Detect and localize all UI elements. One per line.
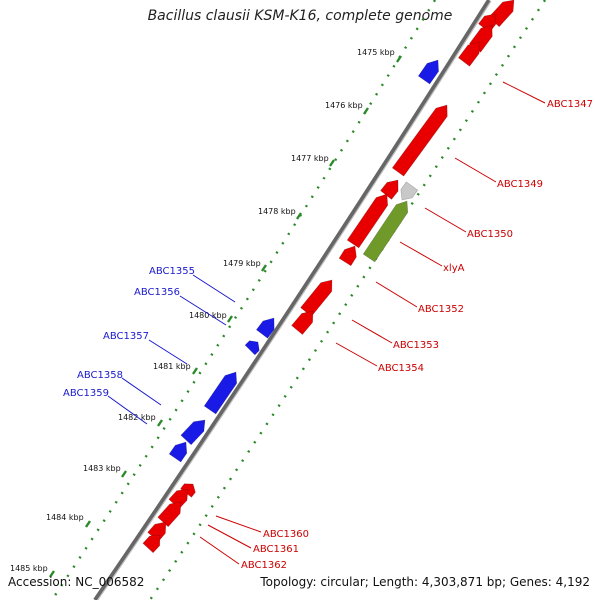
scale-tick-label: 1483 kbp <box>83 464 121 473</box>
scale-tick-mark <box>227 315 233 323</box>
forward-gene-label: ABC1347 <box>547 99 593 110</box>
forward-label-leader <box>335 342 378 367</box>
scale-tick-mark <box>121 470 127 478</box>
forward-gene-label: ABC1353 <box>393 340 439 351</box>
forward-gene-label: ABC1361 <box>253 544 299 555</box>
reverse-gene-arrow <box>168 441 188 463</box>
highlight-gene-shadow <box>400 181 419 201</box>
forward-gene-arrow <box>147 521 167 543</box>
scale-tick-label: 1485 kbp <box>10 564 48 573</box>
scale-tick-mark <box>85 520 91 528</box>
scale-tick-mark <box>157 419 163 427</box>
reverse-gene-arrow <box>244 340 260 356</box>
reverse-gene-arrow <box>417 59 439 85</box>
scale-tick-label: 1477 kbp <box>291 154 329 163</box>
forward-label-leader <box>454 157 497 183</box>
scale-tick-mark <box>363 107 369 115</box>
scale-tick-mark <box>296 212 302 220</box>
forward-gene-label: ABC1349 <box>497 179 543 190</box>
scale-tick-mark <box>329 159 335 167</box>
forward-label-leader <box>399 241 443 267</box>
forward-gene-arrow <box>391 104 448 177</box>
forward-label-leader <box>375 281 418 308</box>
scale-tick-mark <box>261 264 267 272</box>
scale-tick-mark <box>396 55 402 63</box>
scale-tick-label: 1476 kbp <box>325 101 363 110</box>
reverse-label-leader <box>121 377 162 406</box>
reverse-gene-label: ABC1358 <box>77 370 123 381</box>
forward-gene-label: xlyA <box>443 263 465 274</box>
reverse-gene-label: ABC1359 <box>63 388 109 399</box>
forward-gene-arrow <box>457 41 480 67</box>
reverse-label-leader <box>192 274 236 303</box>
forward-gene-arrow <box>142 534 161 554</box>
forward-gene-label: ABC1350 <box>467 229 513 240</box>
scale-tick-mark <box>192 367 198 375</box>
forward-gene-arrow <box>168 488 189 510</box>
forward-label-leader <box>424 207 467 233</box>
forward-gene-arrow <box>380 179 399 200</box>
reverse-label-leader <box>107 395 148 425</box>
reverse-gene-arrow <box>255 317 275 339</box>
forward-label-leader <box>351 319 393 344</box>
reverse-gene-label: ABC1357 <box>103 331 149 342</box>
scale-tick-mark <box>49 570 55 578</box>
scale-tick-label: 1481 kbp <box>153 362 191 371</box>
forward-gene-arrow <box>338 245 357 267</box>
reverse-label-leader <box>179 295 227 326</box>
accession-text: Accession: NC_006582 <box>8 575 145 589</box>
forward-label-leader <box>502 81 546 104</box>
reverse-gene-arrow <box>180 419 206 446</box>
outer-tick-ring <box>149 0 547 600</box>
genome-backbone-highlight <box>96 0 492 600</box>
reverse-gene-label: ABC1356 <box>134 287 180 298</box>
forward-gene-arrow <box>346 193 389 249</box>
reverse-gene-arrow <box>203 371 238 415</box>
scale-tick-label: 1478 kbp <box>258 207 296 216</box>
reverse-label-leader <box>148 339 188 365</box>
scale-tick-label: 1479 kbp <box>223 259 261 268</box>
forward-gene-arrow <box>291 310 314 335</box>
forward-label-leader <box>207 524 252 549</box>
forward-gene-arrow <box>300 279 333 317</box>
inner-tick-ring <box>50 0 437 600</box>
xlya-gene-arrow <box>362 200 409 263</box>
forward-gene-arrow <box>157 501 182 528</box>
forward-gene-label: ABC1362 <box>241 560 287 571</box>
forward-label-leader <box>199 536 240 565</box>
forward-gene-label: ABC1354 <box>378 363 424 374</box>
forward-gene-label: ABC1360 <box>263 529 309 540</box>
map-title: Bacillus clausii KSM-K16, complete genom… <box>147 8 453 24</box>
genome-summary-text: Topology: circular; Length: 4,303,871 bp… <box>260 575 590 589</box>
forward-label-leader <box>215 515 262 533</box>
scale-tick-label: 1484 kbp <box>46 513 84 522</box>
forward-gene-label: ABC1352 <box>418 304 464 315</box>
genome-backbone <box>93 0 491 600</box>
reverse-gene-label: ABC1355 <box>149 266 195 277</box>
scale-tick-label: 1482 kbp <box>118 413 156 422</box>
scale-tick-label: 1475 kbp <box>357 48 395 57</box>
scale-tick-label: 1480 kbp <box>189 311 227 320</box>
